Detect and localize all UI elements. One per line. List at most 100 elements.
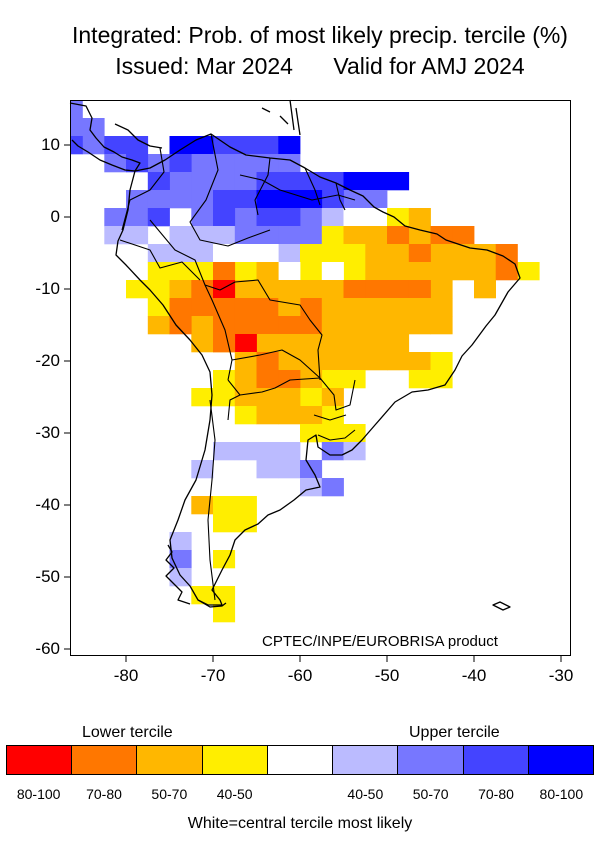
legend-label-l50: 50-70 [151, 786, 188, 802]
grid-cell-c [213, 244, 236, 263]
grid-cell-l40 [300, 388, 323, 407]
grid-cell-l50 [300, 406, 323, 425]
grid-cell-l50 [387, 262, 410, 281]
grid-cell-l50 [321, 298, 344, 317]
grid-cell-l40 [213, 388, 236, 407]
y-tick-label: 10 [41, 135, 60, 154]
grid-cell-u50 [234, 226, 257, 245]
grid-cell-u40 [278, 460, 301, 479]
grid-cell-l70 [452, 226, 475, 245]
grid-cell-u50 [278, 154, 301, 173]
legend-swatch-l40 [202, 746, 268, 774]
grid-cell-l50 [408, 298, 431, 317]
grid-cell-u50 [213, 172, 236, 191]
grid-cell-u40 [191, 244, 214, 263]
grid-cell-u70 [169, 154, 192, 173]
grid-cell-l50 [343, 298, 366, 317]
grid-cell-l70 [256, 352, 279, 371]
grid-cell-l70 [169, 298, 192, 317]
grid-cell-l50 [408, 316, 431, 335]
grid-cell-l50 [278, 298, 301, 317]
grid-cell-u80 [169, 136, 192, 155]
grid-cell-u70 [147, 208, 170, 227]
grid-cell-l40 [191, 388, 214, 407]
grid-cell-l40 [147, 280, 170, 299]
grid-cell-l40 [517, 262, 540, 281]
grid-cell-u50 [71, 101, 83, 119]
grid-cell-l50 [430, 244, 453, 263]
grid-cell-l50 [365, 262, 388, 281]
grid-cell-l50 [321, 334, 344, 353]
grid-cell-l40 [213, 604, 236, 623]
legend-swatch-u70 [463, 746, 529, 774]
y-tick-label: -40 [35, 495, 60, 514]
grid-cell-u50 [321, 478, 344, 497]
grid-cell-l50 [300, 352, 323, 371]
grid-cell-c [365, 208, 388, 227]
grid-cell-u70 [256, 136, 279, 155]
grid-cell-l50 [234, 388, 257, 407]
grid-cell-l50 [191, 496, 214, 515]
grid-cell-l40 [213, 586, 236, 605]
grid-cell-u50 [169, 190, 192, 209]
x-tick-label: -50 [374, 666, 400, 685]
grid-cell-u70 [126, 136, 149, 155]
grid-cell-l50 [408, 226, 431, 245]
probability-grid [71, 101, 540, 623]
grid-cell-u50 [213, 154, 236, 173]
grid-cell-u70 [213, 208, 236, 227]
grid-cell-l70 [408, 244, 431, 263]
grid-cell-l40 [234, 406, 257, 425]
grid-cell-u80 [365, 172, 388, 191]
grid-cell-l50 [343, 334, 366, 353]
issued-date: Issued: Mar 2024 [115, 53, 293, 79]
legend-label-u50: 50-70 [412, 786, 449, 802]
grid-cell-l70 [387, 226, 410, 245]
grid-cell-u70 [278, 172, 301, 191]
grid-cell-u50 [191, 208, 214, 227]
grid-cell-u80 [387, 172, 410, 191]
grid-cell-l50 [452, 244, 475, 263]
legend-swatch-u80 [528, 746, 593, 774]
grid-cell-l70 [213, 262, 236, 281]
chile-fjords [165, 544, 191, 605]
grid-cell-u40 [256, 460, 279, 479]
grid-cell-u50 [82, 118, 105, 137]
grid-cell-l70 [234, 298, 257, 317]
legend-swatch-l80 [7, 746, 73, 774]
grid-cell-l70 [191, 298, 214, 317]
caribbean-islands [261, 99, 301, 136]
grid-cell-u40 [169, 226, 192, 245]
grid-cell-l70 [495, 244, 518, 263]
chart-title-line-1: Integrated: Prob. of most likely precip.… [72, 22, 568, 48]
grid-cell-l70 [300, 298, 323, 317]
grid-cell-u80 [191, 136, 214, 155]
grid-cell-l50 [256, 406, 279, 425]
grid-cell-l70 [387, 280, 410, 299]
grid-cell-l40 [343, 244, 366, 263]
grid-cell-l50 [343, 316, 366, 335]
grid-cell-l50 [256, 262, 279, 281]
grid-cell-l70 [300, 316, 323, 335]
legend-swatch-u50 [398, 746, 464, 774]
legend-swatch-l70 [72, 746, 138, 774]
legend-label-l70: 70-80 [86, 786, 122, 802]
grid-cell-u40 [278, 244, 301, 263]
grid-cell-l70 [278, 316, 301, 335]
x-tick-label: -80 [113, 666, 139, 685]
grid-cell-l70 [191, 280, 214, 299]
grid-cell-c [278, 262, 301, 281]
chart-title-line-2: Issued: Mar 2024 Valid for AMJ 2024 [20, 53, 600, 80]
grid-cell-l50 [430, 316, 453, 335]
grid-cell-l80 [234, 334, 257, 353]
grid-cell-l50 [430, 262, 453, 281]
legend-label-u80: 80-100 [539, 786, 584, 802]
grid-cell-u70 [234, 190, 257, 209]
grid-cell-u50 [300, 208, 323, 227]
grid-cell-u80 [343, 172, 366, 191]
grid-cell-u50 [321, 442, 344, 461]
central-america-coastline [69, 102, 141, 172]
grid-cell-l50 [387, 316, 410, 335]
grid-cell-u40 [213, 442, 236, 461]
grid-cell-l50 [365, 334, 388, 353]
